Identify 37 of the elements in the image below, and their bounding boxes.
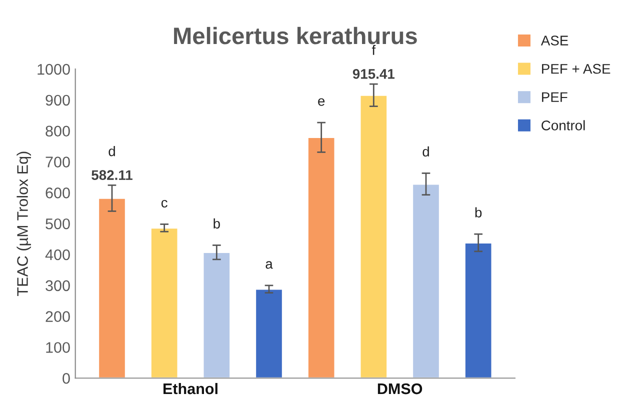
bar [359,94,388,378]
legend-label: PEF [542,92,568,102]
y-tick-label: 500 [46,218,70,230]
y-tick-label: 300 [46,280,70,292]
legend-label: PEF + ASE [542,64,610,74]
bar [464,242,493,378]
y-tick-label: 700 [46,156,70,168]
annotation: d [108,146,115,156]
chart-title: Melicertus kerathurus [174,26,417,44]
x-tick-label: DMSO [378,383,422,394]
bar [150,227,179,378]
data-label: 582.11 [92,170,132,180]
legend-label: Control [542,120,585,130]
data-label: 915.41 [352,69,395,79]
y-tick-label: 400 [45,249,70,260]
bar [254,288,284,378]
annotation: c [161,200,168,208]
bar [412,183,440,378]
y-tick-label: 900 [46,94,70,106]
y-tick-label: 600 [46,188,70,198]
annotation: d [422,146,429,157]
y-tick-label: 0 [62,372,70,384]
y-tick-label: 200 [46,311,70,322]
y-tick-label: 1000 [38,64,70,75]
bar [98,198,126,378]
y-tick-label: 800 [46,126,70,137]
annotation: e [318,98,325,106]
x-tick-label: Ethanol [164,382,218,394]
legend-label: ASE [540,36,568,46]
y-axis-title: TEAC (µM Trolox Eq) [16,152,31,296]
bar [202,252,231,378]
text: f [372,44,376,55]
y-tick-label: 100 [46,342,70,353]
bar [307,136,336,378]
annotation: b [214,218,220,229]
annotation: a [266,261,273,269]
annotation: b [475,207,482,218]
